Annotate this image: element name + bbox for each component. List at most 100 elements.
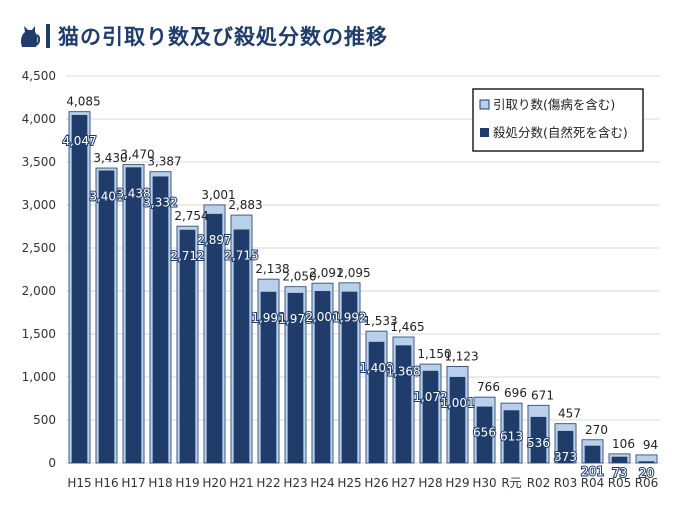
value-label-culled: 373 <box>554 450 577 464</box>
bar-culled <box>611 456 628 463</box>
bar-culled <box>287 292 304 463</box>
bar-culled <box>233 229 250 463</box>
value-label-intake: 1,150 <box>417 347 451 361</box>
value-label-intake: 3,387 <box>147 155 181 169</box>
bar-culled <box>476 406 493 463</box>
value-label-intake: 671 <box>531 388 554 402</box>
legend-label-culled: 殺処分数(自然死を含む) <box>493 125 628 140</box>
title-row: 猫の引取り数及び殺処分数の推移 <box>18 20 388 52</box>
bar-culled <box>125 167 142 463</box>
chart-title: 猫の引取り数及び殺処分数の推移 <box>58 25 388 49</box>
y-tick-label: 3,500 <box>22 155 56 169</box>
value-label-culled: 613 <box>500 429 523 443</box>
bar-culled <box>71 114 88 463</box>
bar-culled <box>395 345 412 463</box>
value-label-intake: 696 <box>504 386 527 400</box>
y-tick-label: 3,000 <box>22 198 56 212</box>
value-label-intake: 457 <box>558 407 581 421</box>
bar-culled <box>449 376 466 463</box>
bar-culled <box>368 341 385 463</box>
bar-culled <box>530 416 547 463</box>
value-label-culled: 1,991 <box>251 311 285 325</box>
y-tick-label: 2,500 <box>22 241 56 255</box>
value-label-intake: 94 <box>643 438 658 452</box>
bar-culled <box>179 229 196 463</box>
title-accent-bar <box>46 24 50 48</box>
value-label-culled: 1,001 <box>440 396 474 410</box>
value-label-culled: 4,047 <box>62 134 96 148</box>
x-tick-label: H17 <box>121 476 145 490</box>
value-label-intake: 3,001 <box>201 188 235 202</box>
value-label-intake: 766 <box>477 380 500 394</box>
x-tick-label: H30 <box>472 476 496 490</box>
value-label-culled: 20 <box>639 466 654 480</box>
x-tick-label: H26 <box>364 476 388 490</box>
value-label-intake: 3,470 <box>120 148 154 162</box>
value-label-intake: 2,095 <box>336 266 370 280</box>
bar-culled <box>206 213 223 463</box>
value-label-intake: 2,091 <box>309 266 343 280</box>
value-label-culled: 73 <box>612 466 627 480</box>
value-label-culled: 1,368 <box>386 364 420 378</box>
value-label-culled: 3,332 <box>143 195 177 209</box>
y-axis-ticks: 0 500 1,000 1,500 2,000 2,500 3,000 3,500 4,000 4… <box>22 69 56 470</box>
value-label-culled: 2,000 <box>305 310 339 324</box>
x-tick-label: R06 <box>635 476 659 490</box>
value-label-culled: 2,712 <box>170 249 204 263</box>
x-tick-label: H28 <box>418 476 442 490</box>
y-tick-label: 0 <box>48 456 56 470</box>
value-label-intake: 1,533 <box>363 314 397 328</box>
value-label-culled: 2,897 <box>197 233 231 247</box>
x-tick-label: H25 <box>337 476 361 490</box>
value-label-intake: 2,050 <box>282 270 316 284</box>
value-label-intake: 2,138 <box>255 262 289 276</box>
y-tick-label: 2,000 <box>22 284 56 298</box>
bar-culled <box>260 291 277 463</box>
bar-culled <box>341 291 358 463</box>
bar-culled <box>152 176 169 463</box>
legend-swatch-culled <box>480 128 489 137</box>
legend-label-intake: 引取り数(傷病を含む) <box>493 97 615 112</box>
x-tick-label: H21 <box>229 476 253 490</box>
value-label-culled: 1,992 <box>332 311 366 325</box>
legend-swatch-intake <box>479 99 490 110</box>
x-tick-label: H18 <box>148 476 172 490</box>
x-tick-label: H19 <box>175 476 199 490</box>
x-tick-label: R03 <box>554 476 578 490</box>
value-label-culled: 1,978 <box>278 312 312 326</box>
value-label-intake: 106 <box>612 437 635 451</box>
x-tick-label: R02 <box>527 476 551 490</box>
x-tick-label: R04 <box>581 476 605 490</box>
x-tick-label: H24 <box>310 476 334 490</box>
x-tick-label: H22 <box>256 476 280 490</box>
value-label-intake: 4,085 <box>66 95 100 109</box>
value-label-culled: 3,401 <box>89 190 123 204</box>
x-tick-label: H20 <box>202 476 226 490</box>
x-tick-label: H23 <box>283 476 307 490</box>
x-axis-ticks: H15 H16 H17 H18 H19 H20 H21 H22 H23 H24 H25 H26 H27 H… <box>67 476 658 490</box>
x-tick-label: H15 <box>67 476 91 490</box>
bar-culled <box>422 370 439 463</box>
bar-culled <box>584 445 601 463</box>
value-label-culled: 201 <box>581 465 604 479</box>
value-label-intake: 3,430 <box>93 151 127 165</box>
value-label-intake: 1,123 <box>444 349 478 363</box>
bar-culled <box>98 170 115 463</box>
value-label-intake: 2,883 <box>228 198 262 212</box>
bar-culled <box>503 410 520 463</box>
x-tick-label: H27 <box>391 476 415 490</box>
value-label-culled: 3,438 <box>116 186 150 200</box>
x-tick-label: H29 <box>445 476 469 490</box>
x-tick-label: H16 <box>94 476 118 490</box>
value-label-culled: 1,072 <box>413 390 447 404</box>
value-labels: 4,085 4,047 3,430 3,401 3,470 3,438 3,387 3,332… <box>61 95 658 481</box>
y-tick-label: 1,500 <box>22 327 56 341</box>
value-label-intake: 1,465 <box>390 320 424 334</box>
y-tick-label: 1,000 <box>22 370 56 384</box>
value-label-culled: 656 <box>473 426 496 440</box>
value-label-culled: 2,715 <box>224 249 258 263</box>
legend: 引取り数(傷病を含む) 殺処分数(自然死を含む) <box>472 88 644 152</box>
y-tick-label: 500 <box>33 413 56 427</box>
bars <box>68 111 658 464</box>
